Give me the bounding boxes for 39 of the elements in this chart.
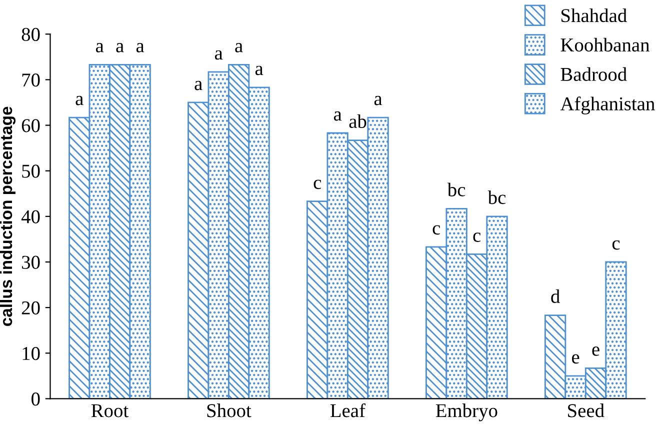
data-label: a (255, 66, 264, 76)
y-tick-label: 0 (32, 392, 40, 406)
data-label: e (572, 354, 580, 364)
y-tick-label: 60 (22, 119, 40, 132)
legend-label: Badrood (560, 67, 627, 81)
y-tick-label: 40 (21, 210, 40, 224)
data-label: a (116, 43, 124, 52)
data-label: c (612, 240, 620, 250)
data-label: bc (488, 190, 506, 204)
data-label: bc (447, 182, 466, 196)
y-tick-label: 70 (22, 74, 40, 87)
data-label: a (235, 43, 243, 52)
data-label: c (314, 180, 322, 190)
data-label: c (473, 232, 480, 242)
x-tick-label: Root (91, 404, 129, 418)
legend-label: Shahdad (561, 8, 627, 22)
data-label: e (592, 346, 600, 356)
x-tick-label: Shoot (207, 404, 252, 418)
data-label: a (136, 43, 144, 52)
legend-label: Afghanistan (560, 96, 655, 114)
x-tick-label: Leaf (330, 403, 366, 418)
data-label: a (76, 96, 84, 106)
y-tick-label: 80 (22, 28, 40, 42)
y-axis-title: callus induction percentage (0, 106, 16, 326)
data-label: a (96, 43, 104, 52)
y-tick-label: 50 (22, 164, 40, 178)
x-tick-label: Seed (568, 404, 604, 418)
y-tick-label: 20 (22, 301, 40, 314)
data-label: a (374, 96, 382, 106)
data-label: c (432, 225, 440, 235)
x-tick-label: Embryo (436, 404, 498, 422)
data-label: ab (349, 114, 366, 128)
legend-label: Koohbanan (560, 38, 650, 52)
data-label: a (214, 50, 223, 60)
y-tick-label: 10 (22, 346, 40, 360)
y-tick-label: 30 (22, 256, 40, 269)
data-label: a (194, 80, 202, 90)
data-label: a (334, 111, 342, 121)
data-label: d (551, 289, 560, 304)
